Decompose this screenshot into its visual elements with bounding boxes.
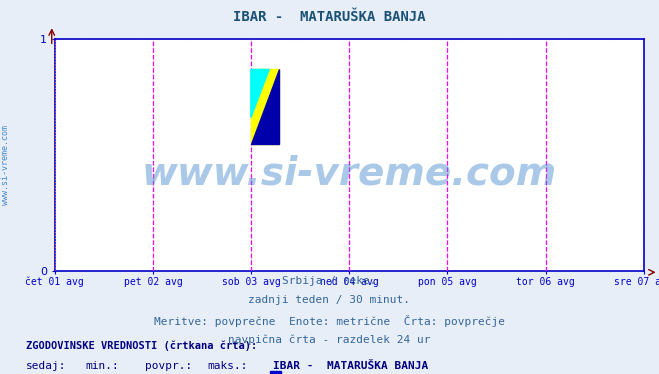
Text: IBAR -  MATARUŠKA BANJA: IBAR - MATARUŠKA BANJA [273,361,429,371]
Polygon shape [251,70,279,144]
Text: IBAR -  MATARUŠKA BANJA: IBAR - MATARUŠKA BANJA [233,10,426,24]
Text: ZGODOVINSKE VREDNOSTI (črtkana črta):: ZGODOVINSKE VREDNOSTI (črtkana črta): [26,340,258,351]
Text: www.si-vreme.com: www.si-vreme.com [142,155,557,193]
Text: navpična črta - razdelek 24 ur: navpična črta - razdelek 24 ur [228,334,431,345]
Polygon shape [251,70,270,118]
Text: povpr.:: povpr.: [145,361,192,371]
Text: maks.:: maks.: [208,361,248,371]
Bar [251,70,279,144]
Text: sedaj:: sedaj: [26,361,67,371]
Text: Meritve: povprečne  Enote: metrične  Črta: povprečje: Meritve: povprečne Enote: metrične Črta:… [154,315,505,327]
Text: min.:: min.: [86,361,119,371]
Text: Srbija / reke.: Srbija / reke. [282,276,377,286]
Text: zadnji teden / 30 minut.: zadnji teden / 30 minut. [248,295,411,306]
Text: www.si-vreme.com: www.si-vreme.com [1,125,10,205]
